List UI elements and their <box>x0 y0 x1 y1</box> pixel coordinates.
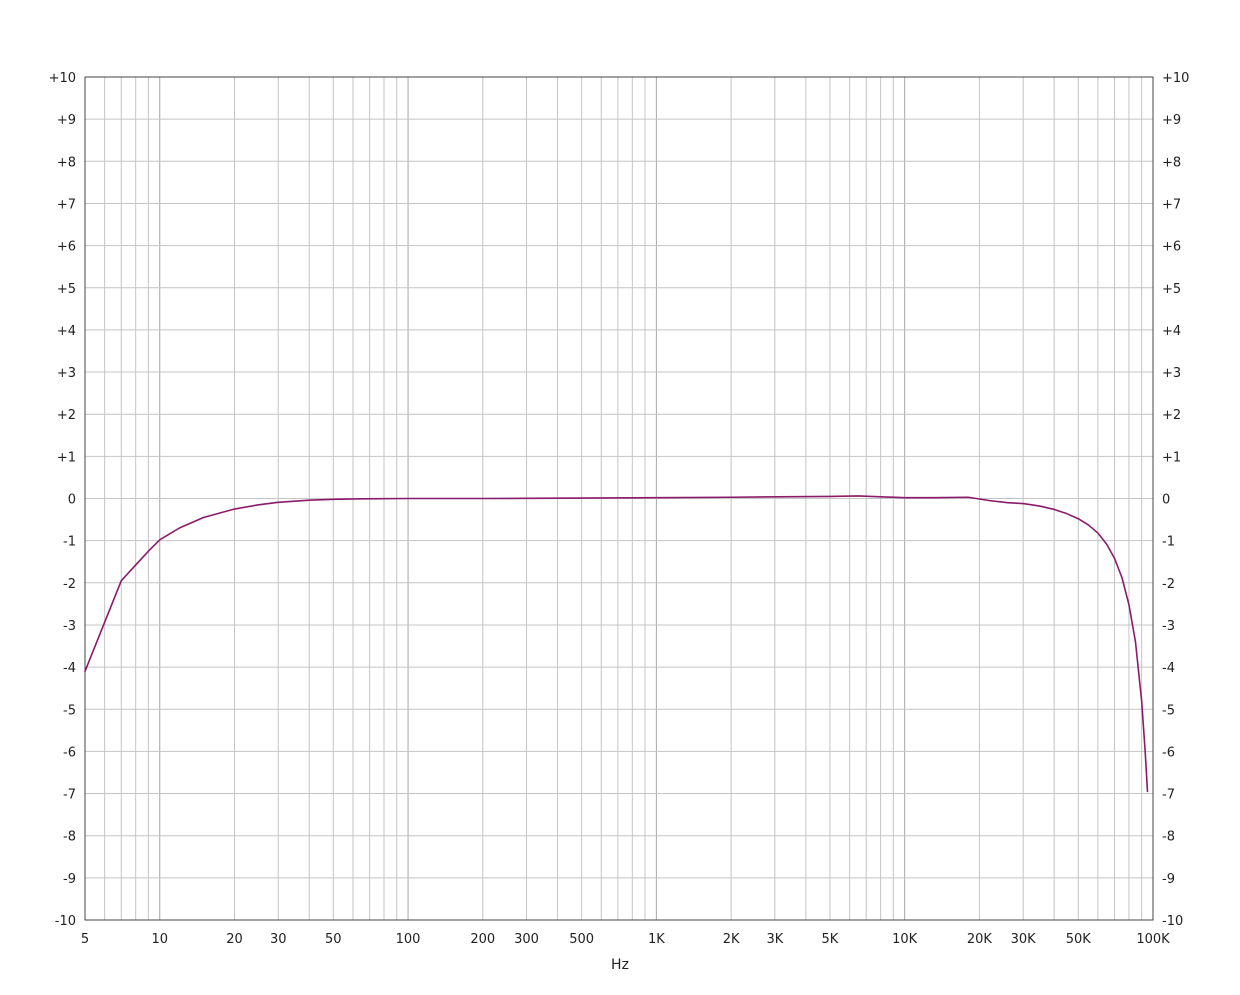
x-tick-label: 500 <box>569 932 594 947</box>
x-tick-label: 30 <box>270 932 287 947</box>
y-tick-label-right: +9 <box>1162 113 1181 128</box>
x-tick-label: 5K <box>822 932 839 947</box>
y-tick-labels-right: +10+9+8+7+6+5+4+3+2+10-1-2-3-4-5-6-7-8-9… <box>1162 71 1189 929</box>
y-tick-label-left: -10 <box>55 914 76 929</box>
y-tick-label-right: -6 <box>1162 745 1175 760</box>
x-axis-title: Hz <box>611 957 629 973</box>
y-tick-label-left: +7 <box>57 197 76 212</box>
y-tick-label-left: +10 <box>49 71 76 86</box>
x-tick-label: 20 <box>226 932 243 947</box>
y-tick-labels-left: +10+9+8+7+6+5+4+3+2+10-1-2-3-4-5-6-7-8-9… <box>49 71 76 929</box>
y-tick-label-left: +6 <box>57 240 76 255</box>
x-tick-label: 100 <box>396 932 421 947</box>
y-tick-label-left: 0 <box>68 493 76 508</box>
y-tick-label-left: -5 <box>63 703 76 718</box>
plot-frame <box>84 76 1154 921</box>
y-tick-label-left: +8 <box>57 155 76 170</box>
y-tick-label-right: +5 <box>1162 282 1181 297</box>
y-tick-label-left: -2 <box>63 577 76 592</box>
series-layer <box>84 495 1149 793</box>
x-tick-label: 2K <box>723 932 740 947</box>
y-tick-label-right: +7 <box>1162 197 1181 212</box>
y-tick-label-right: +2 <box>1162 408 1181 423</box>
y-tick-label-left: -1 <box>63 535 76 550</box>
y-tick-label-left: -6 <box>63 745 76 760</box>
y-tick-label-left: -4 <box>63 661 76 676</box>
x-tick-label: 10 <box>151 932 168 947</box>
y-tick-label-left: +3 <box>57 366 76 381</box>
x-tick-label: 30K <box>1011 932 1037 947</box>
x-tick-label: 5 <box>81 932 89 947</box>
x-tick-label: 200 <box>470 932 495 947</box>
y-tick-label-right: +4 <box>1162 324 1181 339</box>
y-tick-label-right: -5 <box>1162 703 1175 718</box>
x-tick-label: 50K <box>1066 932 1092 947</box>
y-tick-label-right: -9 <box>1162 872 1175 887</box>
y-tick-label-right: -1 <box>1162 535 1175 550</box>
y-tick-label-right: 0 <box>1162 493 1170 508</box>
x-tick-labels: 5 10 20 30 50 100 200 300 500 1K 2K 3K 5K 10K 20K 30K 50… <box>81 932 1170 947</box>
y-tick-label-right: +1 <box>1162 450 1181 465</box>
y-tick-label-right: -8 <box>1162 830 1175 845</box>
y-tick-label-right: -7 <box>1162 788 1175 803</box>
y-tick-label-left: +1 <box>57 450 76 465</box>
y-tick-label-right: +3 <box>1162 366 1181 381</box>
x-tick-label: 20K <box>967 932 993 947</box>
x-tick-label: 300 <box>514 932 539 947</box>
series-line <box>84 495 1149 793</box>
y-tick-label-left: +4 <box>57 324 76 339</box>
y-tick-label-right: +10 <box>1162 71 1189 86</box>
y-tick-label-left: +5 <box>57 282 76 297</box>
y-tick-label-left: -7 <box>63 788 76 803</box>
y-tick-label-right: -2 <box>1162 577 1175 592</box>
y-tick-label-left: -8 <box>63 830 76 845</box>
y-tick-label-left: +2 <box>57 408 76 423</box>
y-tick-label-left: +9 <box>57 113 76 128</box>
x-tick-label: 1K <box>648 932 665 947</box>
x-tick-label: 10K <box>892 932 918 947</box>
y-tick-label-left: -9 <box>63 872 76 887</box>
y-tick-label-right: -3 <box>1162 619 1175 634</box>
y-tick-label-right: -10 <box>1162 914 1183 929</box>
x-tick-label: 3K <box>766 932 783 947</box>
y-tick-label-left: -3 <box>63 619 76 634</box>
x-tick-label: 100K <box>1136 932 1170 947</box>
y-tick-label-right: +8 <box>1162 155 1181 170</box>
x-tick-label: 50 <box>325 932 342 947</box>
y-tick-label-right: -4 <box>1162 661 1175 676</box>
y-tick-label-right: +6 <box>1162 240 1181 255</box>
